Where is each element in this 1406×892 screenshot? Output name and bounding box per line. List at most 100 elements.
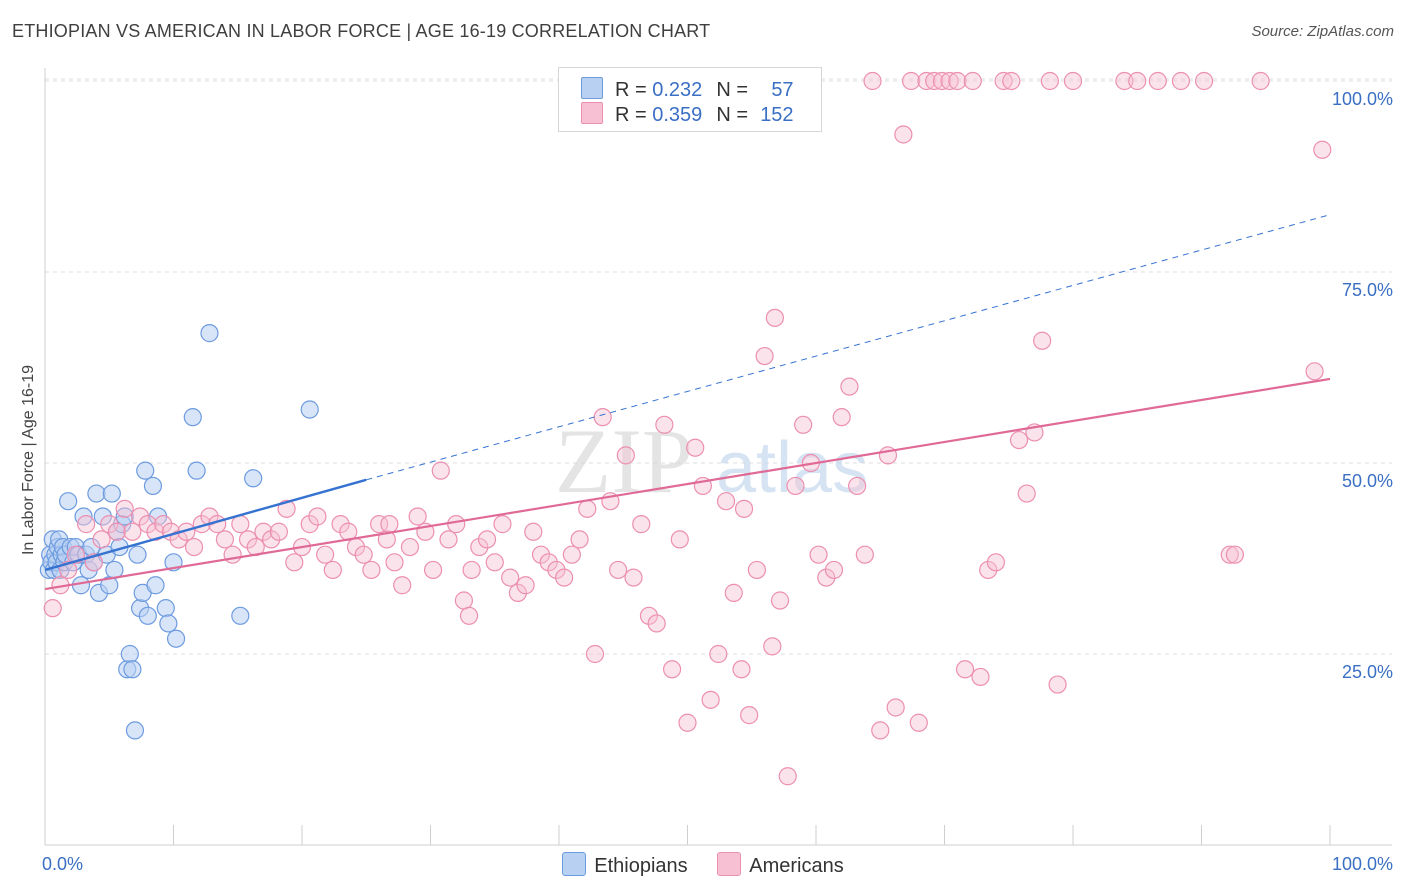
american-point-142	[765, 308, 784, 327]
legend-item-ethiopians[interactable]: Ethiopians	[562, 852, 688, 878]
american-point-145	[459, 606, 479, 625]
american-point-71	[593, 408, 612, 427]
american-point-23	[223, 545, 242, 564]
grid-lines	[45, 78, 1392, 655]
american-point-119	[963, 71, 982, 91]
american-point-66	[555, 568, 574, 587]
american-point-60	[508, 583, 527, 602]
american-point-129	[1040, 71, 1059, 91]
american-point-118	[955, 660, 975, 679]
american-point-14	[154, 515, 173, 534]
american-point-117	[948, 71, 967, 91]
american-point-106	[863, 71, 882, 91]
stats-legend: R = 0.232 N = 57 R = 0.359 N = 152	[558, 67, 822, 132]
american-point-135	[1171, 71, 1191, 91]
american-point-46	[400, 537, 420, 557]
chart-title: ETHIOPIAN VS AMERICAN IN LABOR FORCE | A…	[12, 21, 711, 41]
ethiopian-point-44	[138, 606, 157, 625]
american-point-62	[524, 522, 543, 541]
american-point-74	[616, 446, 635, 465]
ethiopian-point-37	[120, 644, 139, 664]
american-point-59	[501, 568, 520, 587]
american-point-102	[832, 408, 851, 427]
source-label: Source: ZipAtlas.com	[1251, 23, 1394, 40]
american-point-27	[254, 522, 273, 541]
ethiopian-point-56	[244, 469, 263, 488]
american-point-128	[1033, 331, 1052, 350]
american-point-47	[408, 507, 427, 526]
american-point-56	[477, 530, 497, 549]
american-point-86	[709, 644, 728, 664]
american-point-91	[747, 560, 766, 580]
american-point-143	[734, 499, 754, 518]
american-point-13	[146, 522, 165, 541]
series-legend: Ethiopians Americans	[0, 852, 1406, 878]
american-point-25	[238, 530, 258, 549]
american-point-110	[894, 125, 913, 144]
american-point-33	[300, 515, 319, 534]
ethiopian-point-49	[159, 614, 178, 633]
american-point-24	[231, 515, 250, 534]
american-point-35	[316, 545, 335, 564]
ethiopian-point-35	[115, 507, 134, 526]
american-point-73	[609, 560, 628, 580]
american-point-140	[1305, 362, 1324, 381]
ethiopians-n-label: N =	[716, 79, 748, 101]
american-point-141	[1313, 140, 1332, 159]
american-point-90	[740, 706, 759, 725]
american-point-96	[786, 476, 805, 496]
american-point-138	[1225, 545, 1245, 564]
ethiopian-point-39	[125, 721, 145, 740]
legend-row-americans: R = 0.359 N = 152	[581, 102, 794, 126]
american-point-54	[462, 560, 481, 580]
y-tick-label-25: 25.0%	[1342, 662, 1393, 682]
ethiopian-point-48	[156, 599, 175, 618]
americans-swatch	[581, 102, 603, 124]
american-point-41	[362, 560, 381, 580]
americans-trend-line	[44, 377, 1331, 591]
american-point-79	[655, 415, 674, 434]
ethiopian-point-53	[187, 461, 206, 480]
ethiopian-point-45	[143, 476, 163, 496]
american-point-29	[269, 522, 288, 541]
american-point-144	[380, 515, 399, 534]
american-point-137	[1220, 545, 1239, 564]
american-point-16	[169, 530, 188, 549]
american-point-133	[1128, 71, 1147, 91]
american-point-37	[331, 515, 350, 534]
american-point-95	[778, 767, 797, 786]
legend-item-americans[interactable]: Americans	[717, 852, 844, 878]
american-point-44	[385, 553, 404, 572]
american-point-134	[1148, 71, 1167, 91]
american-point-28	[262, 530, 281, 549]
american-point-63	[531, 545, 551, 564]
ethiopian-point-40	[128, 545, 147, 564]
american-point-113	[917, 71, 936, 91]
american-point-97	[794, 415, 813, 434]
americans-n-value: 152	[760, 104, 794, 126]
american-point-57	[485, 553, 504, 572]
ethiopians-n-value: 57	[771, 79, 794, 101]
american-point-4	[77, 515, 96, 534]
y-tick-label-75: 75.0%	[1342, 280, 1393, 300]
american-point-139	[1251, 71, 1270, 91]
american-point-126	[1017, 484, 1036, 503]
ethiopian-point-43	[136, 461, 155, 480]
american-point-6	[92, 530, 111, 549]
american-point-121	[979, 560, 998, 580]
american-point-7	[100, 515, 119, 534]
american-point-58	[493, 515, 512, 534]
american-point-76	[632, 515, 651, 534]
american-point-69	[578, 499, 597, 518]
ethiopian-point-54	[200, 324, 219, 343]
ethiopian-point-25	[87, 484, 106, 503]
legend-label-americans: Americans	[749, 855, 844, 877]
ethiopian-point-51	[166, 629, 186, 648]
american-point-111	[901, 71, 921, 91]
y-tick-label-100: 100.0%	[1332, 89, 1393, 109]
legend-swatch-ethiopians	[562, 852, 587, 876]
x-tick-label-max: 100.0%	[1332, 854, 1393, 874]
american-point-85	[701, 690, 720, 709]
ethiopians-r-value: 0.232	[652, 79, 703, 101]
trend-lines	[44, 214, 1331, 591]
